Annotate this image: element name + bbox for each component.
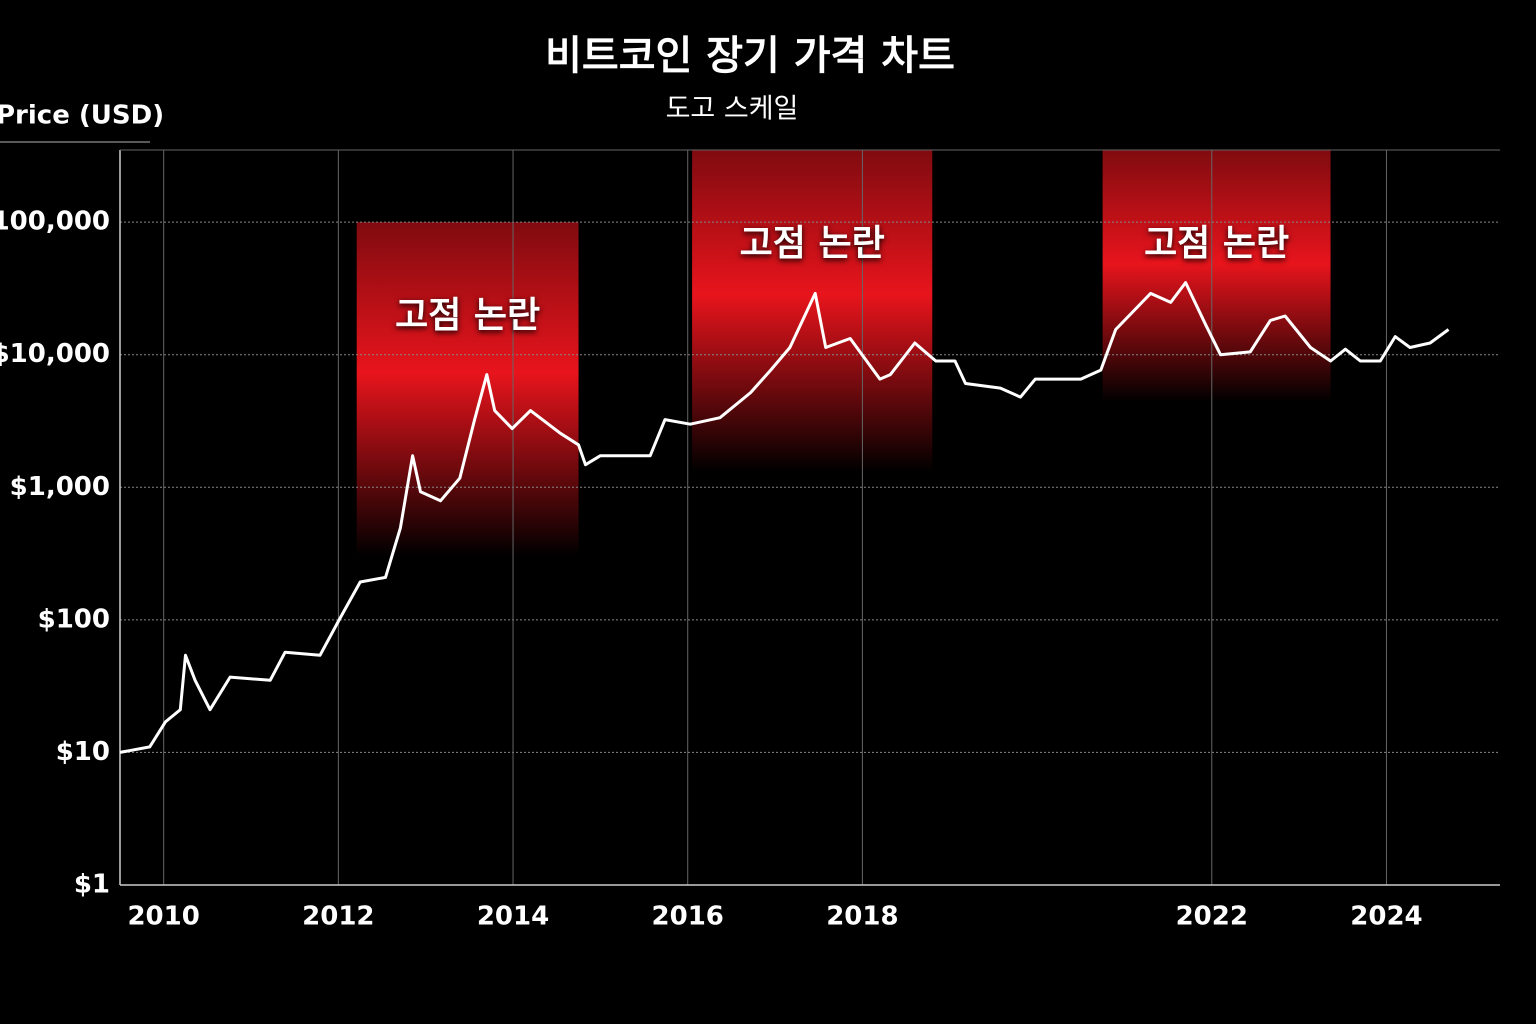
y-tick-label: $100: [38, 604, 110, 634]
region-label: 고점 논란: [395, 295, 540, 336]
x-tick-label: 2022: [1176, 902, 1248, 932]
x-tick-label: 2012: [302, 902, 374, 932]
x-tick-label: 2018: [826, 902, 898, 932]
x-tick-label: 2024: [1350, 902, 1422, 932]
highlight-region: [692, 150, 933, 473]
y-tick-label: $10,000: [0, 339, 110, 369]
y-tick-label: $1,000: [10, 472, 110, 502]
price-line: [119, 281, 1450, 754]
y-tick-label: 100,000: [0, 207, 110, 237]
region-label: 고점 논란: [1144, 223, 1289, 264]
region-label: 고점 논란: [740, 223, 885, 264]
x-tick-label: 2014: [477, 902, 549, 932]
chart-subtitle: 도고 스케일: [666, 94, 799, 125]
y-tick-label: $10: [56, 737, 110, 767]
x-tick-label: 2016: [652, 902, 724, 932]
chart-title: 비트코인 장기 가격 차트: [545, 33, 955, 79]
highlight-region: [1102, 150, 1331, 402]
highlight-region: [356, 222, 579, 557]
y-tick-label: $1: [74, 870, 110, 900]
x-tick-label: 2010: [127, 902, 199, 932]
y-axis-label: Price (USD): [0, 101, 164, 131]
